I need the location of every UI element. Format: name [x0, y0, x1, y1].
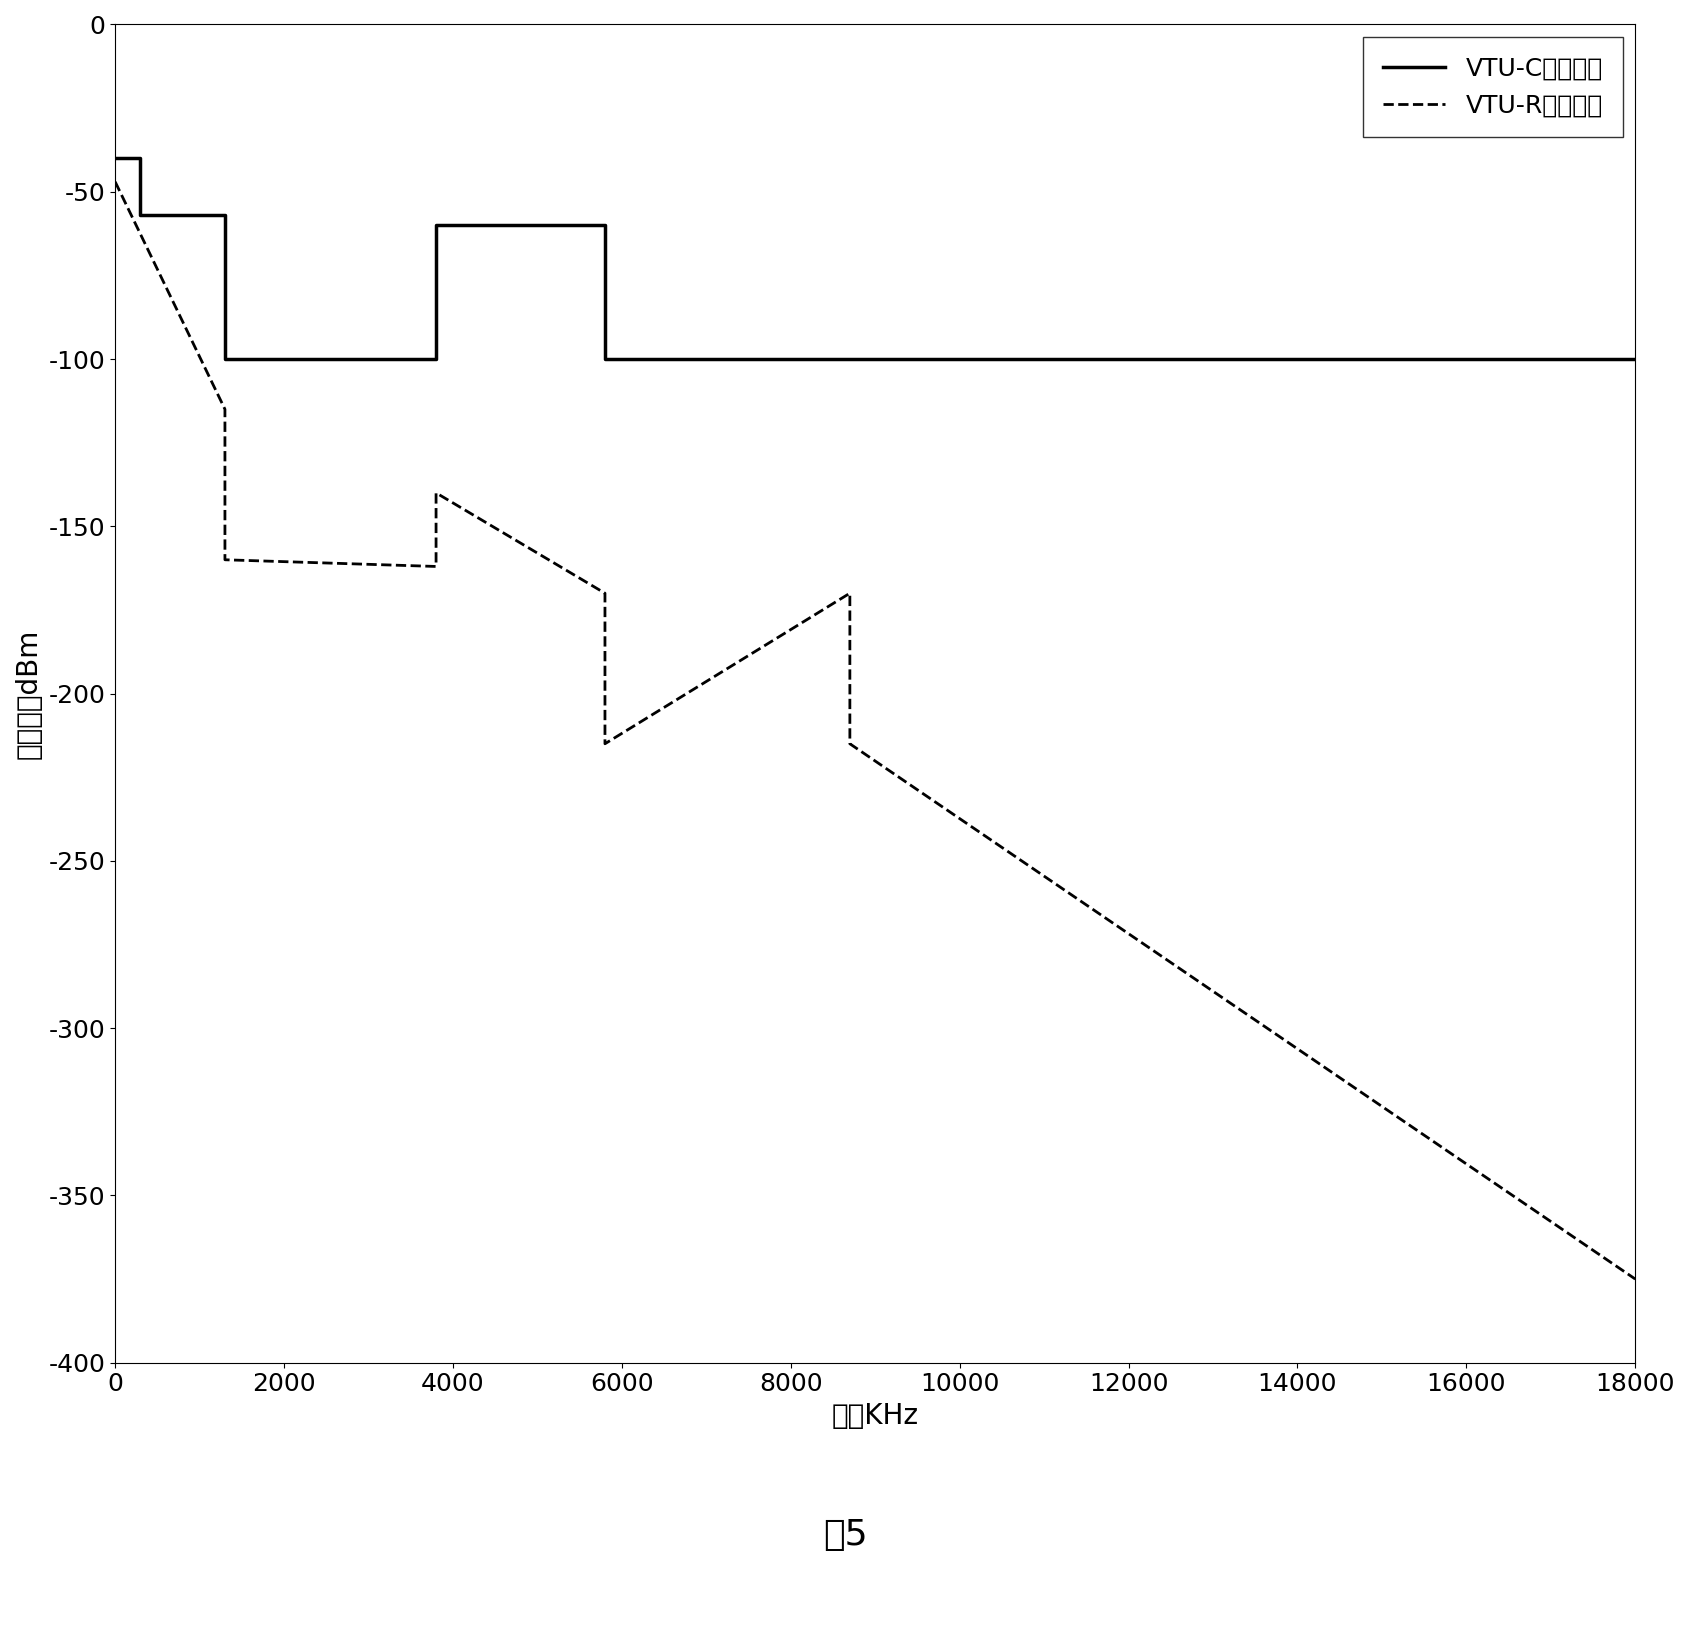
Legend: VTU-C发射信号, VTU-R接收信号: VTU-C发射信号, VTU-R接收信号: [1363, 38, 1621, 138]
VTU-R接收信号: [105, 172, 125, 192]
VTU-C发射信号: [130, 205, 150, 225]
VTU-C发射信号: [1625, 350, 1645, 369]
VTU-C发射信号: [595, 350, 615, 369]
Line: VTU-C发射信号: VTU-C发射信号: [115, 158, 1635, 360]
VTU-R接收信号: [426, 557, 446, 576]
VTU-C发射信号: [105, 148, 125, 167]
Y-axis label: 信号功率dBm: 信号功率dBm: [15, 629, 42, 759]
VTU-R接收信号: [595, 583, 615, 603]
Text: 图5: 图5: [823, 1519, 866, 1552]
VTU-R接收信号: [215, 550, 235, 570]
VTU-R接收信号: [839, 734, 860, 754]
VTU-C发射信号: [595, 215, 615, 235]
VTU-R接收信号: [1625, 1269, 1645, 1289]
VTU-R接收信号: [215, 399, 235, 419]
X-axis label: 频率KHz: 频率KHz: [831, 1402, 919, 1430]
VTU-C发射信号: [215, 205, 235, 225]
VTU-C发射信号: [215, 350, 235, 369]
VTU-R接收信号: [426, 483, 446, 502]
VTU-C发射信号: [426, 215, 446, 235]
VTU-R接收信号: [595, 734, 615, 754]
VTU-C发射信号: [426, 350, 446, 369]
VTU-C发射信号: [130, 148, 150, 167]
Line: VTU-R接收信号: VTU-R接收信号: [115, 182, 1635, 1279]
VTU-R接收信号: [839, 583, 860, 603]
